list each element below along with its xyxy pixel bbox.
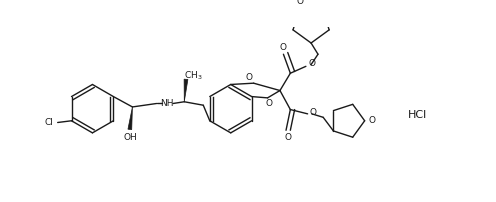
Text: O: O xyxy=(280,43,287,52)
Polygon shape xyxy=(128,107,132,130)
Text: O: O xyxy=(246,74,253,82)
Text: O: O xyxy=(266,99,273,108)
Text: Cl: Cl xyxy=(45,118,54,127)
Text: O: O xyxy=(297,0,304,6)
Text: O: O xyxy=(309,59,315,68)
Text: NH: NH xyxy=(160,99,174,108)
Text: O: O xyxy=(284,133,291,142)
Text: O: O xyxy=(368,116,375,125)
Text: O: O xyxy=(310,108,316,117)
Text: CH$_3$: CH$_3$ xyxy=(185,69,203,82)
Text: HCl: HCl xyxy=(408,110,427,120)
Text: OH: OH xyxy=(124,133,137,142)
Polygon shape xyxy=(184,79,188,102)
